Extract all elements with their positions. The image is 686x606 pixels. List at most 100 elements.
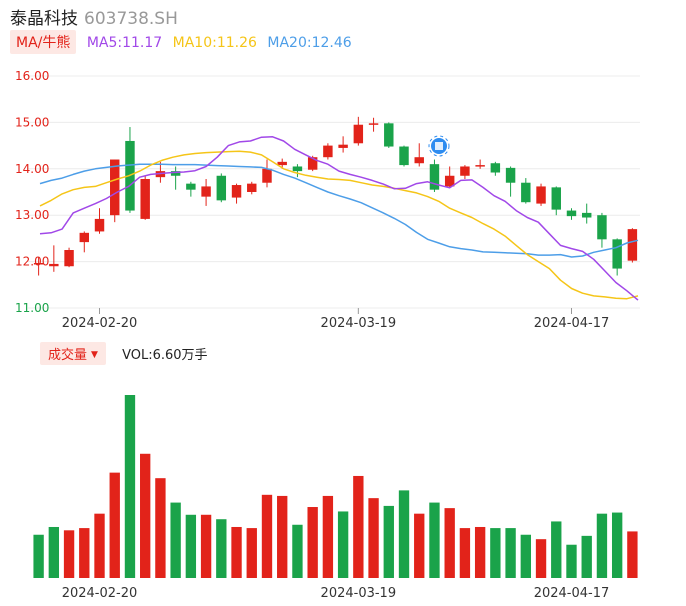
candle — [79, 231, 90, 253]
candle-body — [521, 182, 531, 203]
candle-body — [597, 215, 607, 240]
ma20-label: MA20:12.46 — [267, 35, 352, 51]
event-marker-icon[interactable] — [428, 135, 450, 157]
volume-value: VOL:6.60万手 — [122, 348, 208, 363]
candle-body — [247, 183, 257, 192]
volume-bar — [277, 495, 288, 578]
volume-bar — [474, 526, 486, 578]
ma-lines — [39, 136, 639, 301]
candle-body — [612, 239, 622, 269]
volume-bar — [505, 528, 516, 578]
candle-body — [33, 262, 44, 265]
candle-body — [505, 167, 516, 183]
candle — [460, 165, 470, 180]
volume-bar — [185, 514, 197, 578]
volume-bar — [216, 519, 227, 578]
volume-bar — [353, 475, 364, 578]
candle-body — [627, 229, 638, 261]
volume-selector-label: 成交量 — [48, 348, 88, 363]
volume-bar — [459, 528, 471, 578]
volume-bar — [140, 453, 151, 578]
y-tick-label: 11.00 — [15, 301, 49, 315]
volume-bar — [520, 534, 531, 578]
volume-bar — [155, 478, 166, 578]
candle — [338, 136, 348, 153]
volume-bar — [611, 512, 623, 578]
candle-body — [368, 123, 379, 125]
candle-body — [231, 185, 242, 198]
candle — [262, 159, 272, 188]
volume-indicator-selector[interactable]: 成交量 ▼ — [40, 342, 106, 365]
volume-bars — [33, 395, 638, 578]
candle — [566, 208, 577, 220]
y-tick-label: 14.00 — [15, 162, 49, 176]
date-axis: 2024-02-20 2024-03-19 2024-04-17 — [62, 308, 610, 331]
candle-body — [551, 187, 561, 210]
price-axis: 16.00 15.00 14.00 13.00 12.00 11.00 — [15, 69, 49, 315]
candle-body — [581, 212, 592, 218]
candle-body — [353, 124, 364, 144]
candle-body — [444, 175, 455, 187]
x-tick-label: 2024-04-17 — [534, 316, 610, 331]
candle-body — [277, 161, 287, 166]
candle-body — [429, 164, 440, 190]
candle — [399, 145, 409, 167]
ma5-line — [39, 136, 639, 301]
volume-bar — [292, 524, 303, 578]
volume-bar — [551, 521, 562, 578]
volume-bar — [596, 513, 608, 578]
volume-bar — [109, 472, 120, 578]
candle — [414, 143, 424, 167]
candle — [597, 212, 607, 248]
volume-date-axis: 2024-02-20 2024-03-19 2024-04-17 — [62, 586, 610, 601]
volume-bar — [322, 495, 334, 578]
candle-body — [49, 263, 59, 267]
candle — [551, 186, 561, 216]
x-tick-label: 2024-02-20 — [62, 586, 138, 601]
candle — [368, 117, 379, 132]
ma20-line — [39, 163, 639, 258]
candle-body — [399, 146, 409, 166]
volume-bar — [337, 511, 349, 578]
x-tick-label: 2024-03-19 — [321, 586, 397, 601]
volume-bar — [63, 530, 75, 578]
candle-body — [323, 145, 333, 158]
candle — [581, 203, 592, 224]
candle-body — [307, 157, 318, 170]
candle — [521, 178, 531, 204]
candle — [110, 159, 120, 223]
candle-body — [414, 157, 424, 164]
candle — [170, 166, 181, 190]
volume-bar — [200, 514, 212, 578]
candle-body — [475, 165, 485, 167]
candle — [186, 181, 196, 197]
candle-body — [338, 144, 348, 148]
candle-body — [201, 186, 211, 197]
candle — [231, 183, 242, 204]
candle — [384, 122, 394, 148]
volume-bar — [398, 490, 410, 578]
candle-body — [262, 168, 272, 183]
candle — [429, 159, 440, 192]
candle-body — [566, 210, 577, 217]
candle — [475, 159, 485, 169]
stock-code: 603738.SH — [84, 9, 178, 29]
candle-body — [64, 250, 74, 267]
volume-bar — [246, 528, 257, 578]
candle — [49, 245, 59, 272]
ma10-label: MA10:11.26 — [172, 35, 257, 51]
candle-body — [140, 179, 150, 219]
x-tick-label: 2024-03-19 — [321, 316, 397, 331]
candle-body — [94, 218, 105, 232]
candle-body — [292, 166, 303, 172]
ma10-line — [39, 150, 639, 300]
volume-bar — [368, 498, 379, 578]
dropdown-caret-icon: ▼ — [91, 350, 98, 360]
x-tick-label: 2024-04-17 — [534, 586, 610, 601]
price-grid — [28, 75, 640, 309]
ma-indicator-selector[interactable]: MA/牛熊 — [10, 30, 77, 54]
candlesticks — [33, 116, 638, 276]
candle — [216, 173, 227, 203]
stock-title: 泰晶科技 603738.SH — [10, 4, 178, 29]
